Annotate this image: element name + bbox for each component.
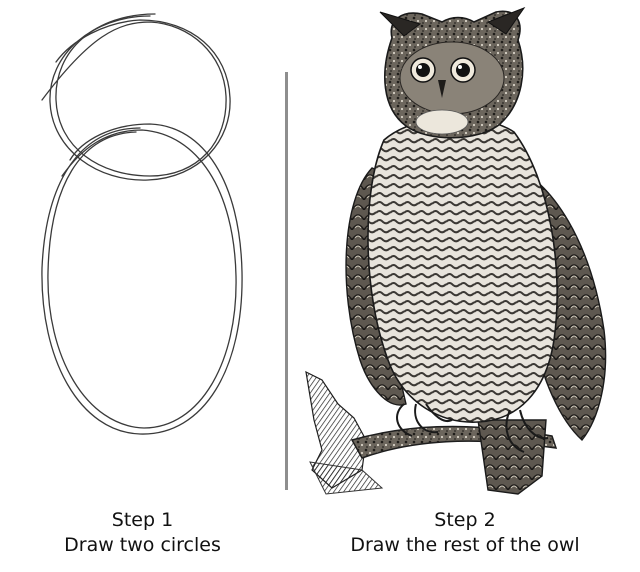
owl-beak [438, 80, 446, 98]
owl-body [367, 117, 558, 423]
step-2-caption: Step 2 Draw the rest of the owl [300, 508, 630, 558]
owl-right-ear-tuft [486, 6, 526, 35]
body-oval-stroke-2 [47, 129, 237, 429]
body-oval-stroke-1 [41, 123, 243, 435]
two-circles-sketch [41, 13, 243, 435]
owl-eyes [410, 57, 476, 83]
step-1-caption: Step 1 Draw two circles [0, 508, 285, 558]
head-circle-stroke-1 [49, 15, 231, 181]
owl-talons [396, 403, 549, 453]
step-1-panel [0, 0, 285, 572]
owl-tail [477, 419, 547, 495]
step-2-title: Step 2 [434, 509, 496, 531]
step-2-panel [292, 0, 640, 572]
step-2-text: Draw the rest of the owl [350, 534, 580, 556]
owl-illustration [305, 6, 607, 495]
owl-throat [415, 109, 469, 135]
owl-left-ear-tuft [379, 11, 422, 37]
step-1-text: Draw two circles [64, 534, 221, 556]
step-divider [285, 72, 288, 490]
step-1-title: Step 1 [111, 509, 174, 531]
